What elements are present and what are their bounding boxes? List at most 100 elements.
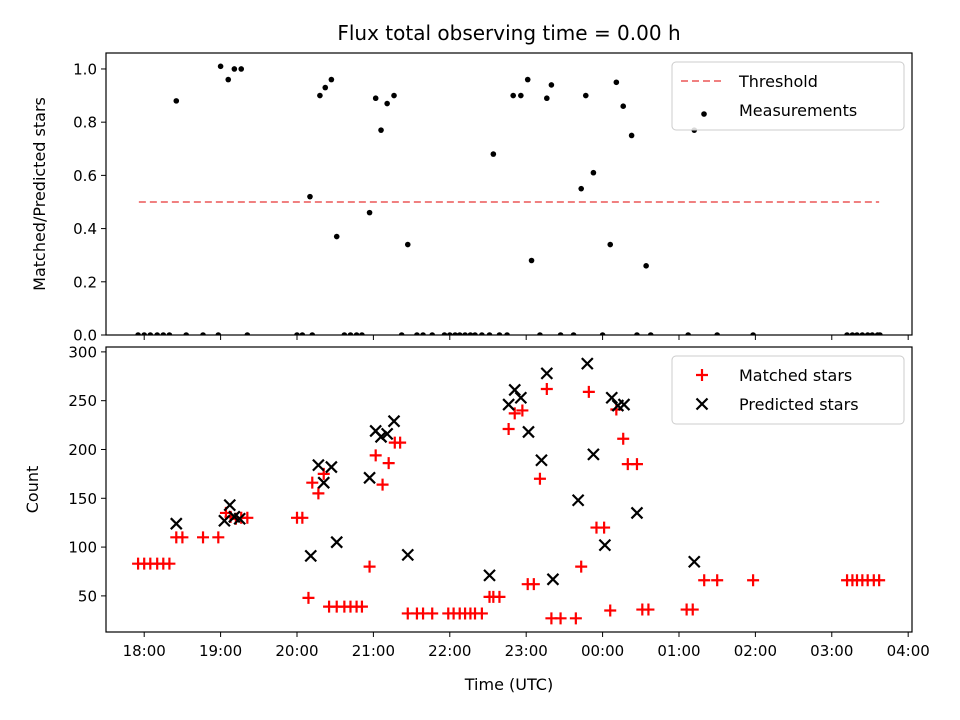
matched-stars-point: [516, 404, 529, 417]
predicted-stars-point: [587, 448, 600, 461]
predicted-stars-point: [374, 430, 388, 444]
matched-stars-point: [604, 604, 617, 617]
count-ytick-label: 100: [68, 539, 97, 557]
measurement-point: [307, 193, 313, 200]
ratio-plot-area: [135, 63, 883, 335]
ratio-ytick-label: 0.6: [73, 167, 97, 185]
measurement-point: [607, 241, 614, 248]
x-tick-label: 20:00: [275, 642, 318, 660]
matched-stars-point: [502, 422, 515, 435]
x-axis-label: Time (UTC): [464, 675, 553, 694]
measurement-point: [578, 185, 584, 192]
matched-stars-point: [176, 531, 189, 544]
predicted-stars-point: [581, 357, 594, 370]
measurement-point: [446, 332, 453, 335]
matched-stars-point: [617, 432, 630, 445]
matched-stars-point: [527, 578, 540, 591]
measurement-point: [864, 332, 871, 335]
measurement-point: [472, 332, 478, 335]
predicted-stars-point: [330, 535, 343, 549]
measurement-point: [378, 127, 384, 133]
measurement-point: [238, 66, 245, 72]
measurement-point: [524, 76, 531, 83]
predicted-stars-point: [312, 458, 325, 472]
measurement-point: [231, 66, 238, 72]
predicted-stars-point: [540, 367, 554, 380]
matched-stars-point: [163, 557, 176, 570]
matched-stars-point: [241, 511, 254, 524]
predicted-stars-point: [546, 573, 560, 586]
predicted-stars-point: [483, 569, 496, 582]
matched-stars-point: [711, 574, 724, 587]
predicted-stars-point: [617, 398, 631, 411]
measurement-point: [462, 332, 468, 335]
measurement-point: [173, 98, 180, 104]
measurement-point: [154, 332, 160, 335]
measurement-point: [391, 92, 397, 99]
measurement-point: [490, 151, 497, 157]
measurement-point: [548, 82, 555, 88]
measurement-point: [309, 332, 316, 335]
matched-stars-point: [197, 531, 210, 544]
ratio-legend: [671, 61, 905, 131]
measurement-point: [299, 332, 306, 335]
measurement-point: [570, 332, 577, 335]
measurement-point: [322, 84, 329, 91]
count-plot-area: [132, 357, 886, 625]
measurement-point: [528, 257, 535, 264]
count-y-axis-label: Count: [23, 466, 42, 514]
matched-stars-point: [554, 612, 567, 625]
count-axes-frame: [105, 346, 913, 633]
measurement-point: [414, 332, 420, 335]
predicted-stars-point: [218, 514, 231, 528]
ratio-ytick-label: 1.0: [73, 60, 97, 78]
matched-stars-point: [426, 607, 439, 620]
measurement-point: [225, 76, 232, 83]
count-ytick-label: 150: [68, 490, 97, 508]
matched-stars-point: [540, 382, 553, 395]
measurement-point: [859, 332, 866, 335]
x-tick-label: 01:00: [657, 642, 700, 660]
matched-stars-point: [493, 590, 506, 603]
measurement-point: [467, 332, 474, 335]
measurement-point: [384, 100, 390, 107]
x-tick-label: 00:00: [581, 642, 624, 660]
predicted-stars-point: [522, 425, 535, 439]
measurement-point: [294, 332, 300, 335]
measurement-point: [849, 332, 856, 335]
x-tick-label: 21:00: [352, 642, 395, 660]
ratio-panel: 0.0 0.2 0.4 0.6 0.8 1.0 Matched/Predicted star…: [30, 52, 913, 345]
measurement-point: [634, 332, 640, 335]
measurement-point: [496, 332, 503, 335]
predicted-stars-point: [317, 476, 331, 489]
matched-stars-point: [302, 591, 315, 604]
matched-stars-point: [873, 574, 886, 587]
measurement-point: [643, 263, 649, 269]
matched-stars-point: [212, 531, 225, 544]
matched-stars-point: [394, 436, 407, 449]
count-legend: [671, 355, 905, 425]
measurement-point: [317, 92, 323, 99]
matched-stars-point: [296, 511, 309, 524]
predicted-stars-point: [571, 493, 585, 507]
measurement-point: [429, 332, 436, 335]
x-tick-label: 19:00: [199, 642, 242, 660]
measurement-point: [844, 332, 850, 335]
measurement-point: [404, 241, 411, 248]
measurement-point: [628, 132, 635, 139]
predicted-stars-point: [598, 538, 612, 552]
matched-stars-point: [369, 449, 382, 462]
measurement-point: [135, 332, 141, 335]
predicted-stars-point: [325, 460, 338, 474]
measurement-point: [714, 332, 720, 335]
legend-matched-swatch: [696, 369, 708, 381]
measurement-point: [328, 76, 335, 83]
count-ytick-label: 300: [68, 343, 97, 361]
measurement-point: [869, 332, 876, 335]
predicted-stars-point: [514, 391, 528, 405]
measurement-point: [244, 332, 251, 335]
measurement-point: [141, 332, 147, 335]
measurement-point: [456, 332, 463, 335]
x-tick-label: 18:00: [123, 642, 166, 660]
predicted-stars-point: [304, 549, 318, 563]
